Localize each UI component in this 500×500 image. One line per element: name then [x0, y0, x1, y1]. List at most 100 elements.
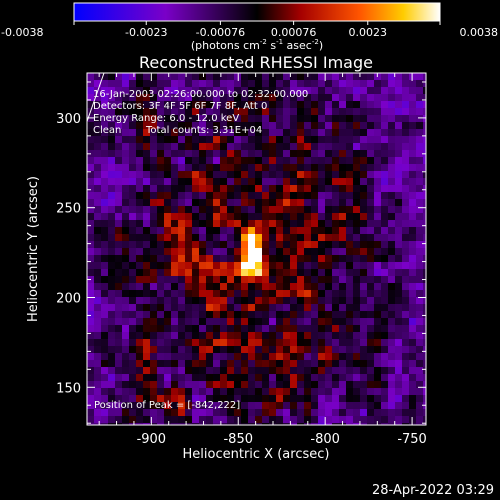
- heatmap-cell: [255, 255, 263, 263]
- heatmap-cell: [94, 192, 102, 200]
- heatmap-cell: [269, 262, 277, 270]
- heatmap-cell: [297, 304, 305, 312]
- heatmap-cell: [409, 129, 417, 137]
- heatmap-cell: [199, 143, 207, 151]
- heatmap-cell: [339, 416, 347, 424]
- heatmap-cell: [276, 353, 284, 361]
- heatmap-cell: [94, 304, 102, 312]
- heatmap-cell: [171, 164, 179, 172]
- heatmap-cell: [409, 80, 417, 88]
- heatmap-cell: [150, 178, 158, 186]
- heatmap-cell: [374, 115, 382, 123]
- heatmap-cell: [164, 423, 172, 425]
- heatmap-cell: [402, 346, 410, 354]
- heatmap-cell: [129, 80, 137, 88]
- heatmap-cell: [325, 290, 333, 298]
- heatmap-cell: [395, 192, 403, 200]
- heatmap-cell: [269, 346, 277, 354]
- heatmap-cell: [129, 220, 137, 228]
- heatmap-cell: [409, 367, 417, 375]
- heatmap-cell: [374, 304, 382, 312]
- heatmap-cell: [339, 87, 347, 95]
- heatmap-cell: [150, 143, 158, 151]
- heatmap-cell: [227, 297, 235, 305]
- heatmap-cell: [101, 220, 109, 228]
- heatmap-cell: [367, 206, 375, 214]
- heatmap-cell: [192, 122, 200, 130]
- plot-frame: [86, 72, 427, 426]
- heatmap-cell: [206, 192, 214, 200]
- heatmap-cell: [395, 423, 403, 425]
- heatmap-cell: [248, 157, 256, 165]
- heatmap-cell: [192, 227, 200, 235]
- heatmap-cell: [136, 185, 144, 193]
- heatmap-cell: [381, 73, 389, 81]
- heatmap-cell: [297, 276, 305, 284]
- heatmap-cell: [206, 101, 214, 109]
- heatmap-cell: [129, 206, 137, 214]
- heatmap-cell: [94, 276, 102, 284]
- heatmap-cell: [157, 206, 165, 214]
- heatmap-cell: [241, 87, 249, 95]
- heatmap-cell: [143, 178, 151, 186]
- heatmap-cell: [262, 248, 270, 256]
- heatmap-cell: [101, 276, 109, 284]
- heatmap-cell: [220, 367, 228, 375]
- heatmap-cell: [297, 101, 305, 109]
- heatmap-cell: [395, 402, 403, 410]
- heatmap-cell: [157, 318, 165, 326]
- heatmap-cell: [311, 311, 319, 319]
- heatmap-cell: [213, 381, 221, 389]
- heatmap-cell: [255, 220, 263, 228]
- heatmap-cell: [283, 136, 291, 144]
- heatmap-cell: [136, 157, 144, 165]
- heatmap-cell: [199, 206, 207, 214]
- heatmap-cell: [227, 409, 235, 417]
- heatmap-cell: [276, 402, 284, 410]
- heatmap-cell: [220, 199, 228, 207]
- heatmap-cell: [234, 227, 242, 235]
- heatmap-cell: [353, 185, 361, 193]
- heatmap-cell: [157, 283, 165, 291]
- heatmap-cell: [108, 318, 116, 326]
- heatmap-cell: [206, 108, 214, 116]
- heatmap-cell: [178, 367, 186, 375]
- heatmap-cell: [402, 80, 410, 88]
- heatmap-cell: [164, 115, 172, 123]
- heatmap-cell: [248, 206, 256, 214]
- heatmap-cell: [367, 325, 375, 333]
- heatmap-cell: [276, 325, 284, 333]
- heatmap-cell: [206, 171, 214, 179]
- heatmap-cell: [283, 192, 291, 200]
- heatmap-cell: [360, 241, 368, 249]
- heatmap-cell: [227, 101, 235, 109]
- heatmap-cell: [318, 304, 326, 312]
- heatmap-cell: [423, 94, 426, 102]
- heatmap-cell: [157, 220, 165, 228]
- heatmap-cell: [311, 388, 319, 396]
- heatmap-cell: [94, 388, 102, 396]
- heatmap-cell: [87, 129, 95, 137]
- heatmap-cell: [416, 283, 424, 291]
- heatmap-cell: [374, 150, 382, 158]
- heatmap-cell: [409, 283, 417, 291]
- heatmap-cell: [206, 388, 214, 396]
- heatmap-cell: [122, 248, 130, 256]
- heatmap-cell: [241, 367, 249, 375]
- heatmap-cell: [353, 122, 361, 130]
- heatmap-cell: [178, 73, 186, 81]
- heatmap-cell: [213, 143, 221, 151]
- heatmap-cell: [101, 360, 109, 368]
- heatmap-cell: [374, 388, 382, 396]
- heatmap-cell: [381, 213, 389, 221]
- heatmap-cell: [304, 150, 312, 158]
- heatmap-cell: [213, 318, 221, 326]
- heatmap-cell: [220, 94, 228, 102]
- heatmap-cell: [395, 136, 403, 144]
- heatmap-cell: [395, 367, 403, 375]
- heatmap-cell: [150, 311, 158, 319]
- heatmap-cell: [388, 129, 396, 137]
- heatmap-cell: [325, 178, 333, 186]
- heatmap-cell: [374, 395, 382, 403]
- heatmap-cell: [332, 171, 340, 179]
